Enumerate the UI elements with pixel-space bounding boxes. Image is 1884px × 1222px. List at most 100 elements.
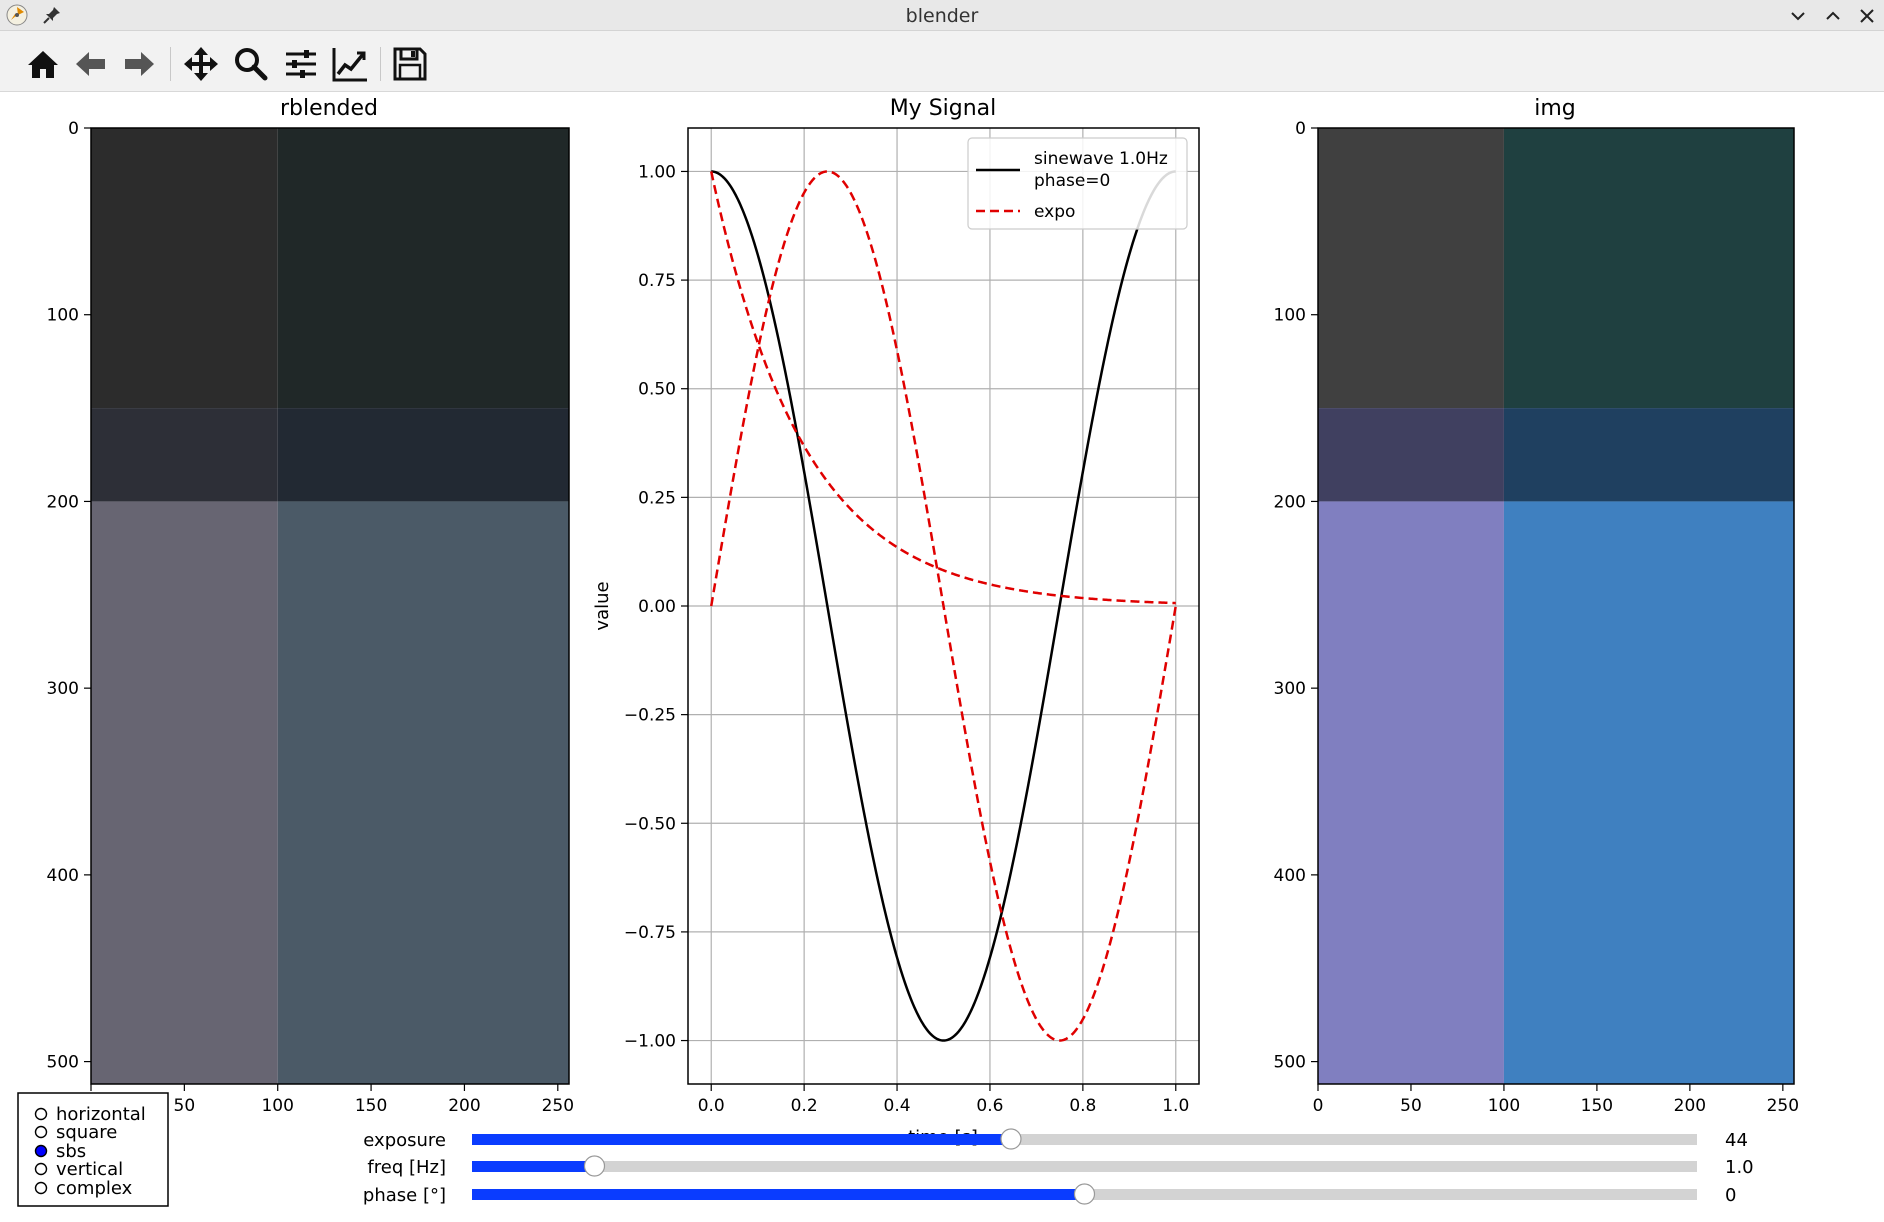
zoom-icon[interactable] [232,45,270,83]
home-icon[interactable] [24,45,62,83]
expo-sine-line [709,170,1178,1042]
image-cell [1503,501,1794,1084]
title-bar: blender [0,0,1884,31]
y-tick-label: 0.75 [638,271,676,291]
radio-circle[interactable] [34,1107,48,1121]
y-tick-label: 300 [47,679,79,699]
slider-exposure[interactable]: exposure 44 [363,1128,1748,1151]
y-tick-label: 300 [1274,679,1306,699]
x-tick-label: 0.2 [791,1096,818,1116]
x-tick-label: 0.4 [884,1096,911,1116]
image-cell [1318,501,1504,1084]
radio-label: vertical [56,1159,123,1180]
slider-value: 44 [1725,1130,1748,1151]
plot-lines [709,170,1178,1042]
y-tick-label: 200 [47,492,79,512]
y-tick-label: 500 [1274,1053,1306,1073]
img-frame [1317,127,1795,1085]
radio-option-horizontal[interactable]: horizontal [34,1104,146,1125]
x-tick-label: 200 [448,1096,480,1116]
back-arrow-icon[interactable] [72,45,110,83]
legend-label-sinewave: sinewave 1.0Hz phase=0 [1034,149,1168,191]
x-tick-label: 100 [261,1096,293,1116]
image-cell [277,128,569,409]
slider-handle[interactable] [583,1155,606,1177]
radio-circle[interactable] [34,1125,48,1139]
y-tick-label: −0.75 [624,923,676,943]
slider-fill [472,1189,1085,1200]
x-tick-label: 100 [1488,1096,1520,1116]
app-icon [6,4,28,26]
grid [688,128,1199,1084]
radio-circle[interactable] [34,1162,48,1176]
slider-handle[interactable] [1073,1183,1096,1205]
slider-value: 0 [1725,1185,1736,1206]
y-tick-label: 100 [1274,306,1306,326]
slider-track[interactable] [472,1134,1697,1145]
slider-phase[interactable]: phase [°] 0 [363,1183,1737,1206]
radio-circle[interactable] [34,1144,48,1158]
slider-label: freq [Hz] [367,1157,446,1178]
y-tick-label: 0 [68,119,79,139]
image-cell [91,128,278,409]
slider-label: phase [°] [363,1185,446,1206]
y-tick-label: −0.25 [624,706,676,726]
slider-freq[interactable]: freq [Hz] 1.0 [367,1155,1754,1178]
x-tick-label: 50 [174,1096,196,1116]
slider-panel: exposure 44 freq [Hz] 1.0 phase [°] 0 [363,1128,1754,1206]
my-signal-title: My Signal [890,96,997,121]
x-tick-label: 0 [1313,1096,1324,1116]
image-cell [1318,408,1504,502]
x-tick-label: 150 [1581,1096,1613,1116]
radio-label: sbs [56,1141,86,1162]
save-icon[interactable] [391,45,429,83]
radio-label: horizontal [56,1104,146,1125]
slider-track[interactable] [472,1161,1697,1172]
toolbar-separator [380,47,381,81]
minimize-icon[interactable] [1787,5,1809,27]
slider-fill [472,1161,595,1172]
move-icon[interactable] [182,45,220,83]
radio-option-vertical[interactable]: vertical [34,1159,124,1180]
slider-handle[interactable] [1000,1128,1022,1150]
legend-label-expo: expo [1034,202,1075,222]
radio-option-square[interactable]: square [34,1122,118,1143]
slider-value: 1.0 [1725,1157,1754,1178]
img-title: img [1534,96,1576,121]
close-icon[interactable] [1856,5,1878,27]
window-title: blender [905,5,979,27]
rblended-title: rblended [280,96,378,121]
image-cell [277,501,569,1084]
x-tick-label: 0.6 [976,1096,1003,1116]
x-tick-label: 1.0 [1162,1096,1189,1116]
legend[interactable]: sinewave 1.0Hz phase=0 expo [967,137,1188,230]
y-axis-label: value [592,581,613,630]
maximize-icon[interactable] [1822,5,1844,27]
image-cell [91,501,278,1084]
y-tick-label: 100 [47,306,79,326]
toolbar-separator [170,47,171,81]
slider-fill [472,1134,1011,1145]
x-tick-label: 0.0 [698,1096,725,1116]
configure-subplots-icon[interactable] [282,45,320,83]
y-tick-label: 0.50 [638,380,676,400]
x-tick-label: 150 [355,1096,387,1116]
image-cell [91,408,278,502]
pin-icon[interactable] [42,5,62,25]
radio-circle[interactable] [34,1181,48,1195]
slider-label: exposure [363,1130,446,1151]
y-tick-label: 400 [1274,866,1306,886]
legend-box [967,137,1188,230]
y-tick-label: 0 [1295,119,1306,139]
forward-arrow-icon[interactable] [120,45,158,83]
y-tick-label: 0.00 [638,597,676,617]
y-tick-label: 500 [47,1053,79,1073]
img-axes[interactable]: img 0 50 100 150 200 250 0 100 200 300 400 500 [1274,96,1800,1116]
radio-option-complex[interactable]: complex [34,1178,133,1199]
figure-canvas: rblended 0 50 100 150 200 250 0 100 200 300 400 50… [17,96,1800,1207]
radio-option-sbs[interactable]: sbs [34,1141,87,1162]
my-signal-axes[interactable]: My Signal 0.0 0.2 0.4 0.6 0.8 1.0 1.00 0.75 0.5… [592,96,1200,1148]
edit-axis-icon[interactable] [331,45,369,83]
